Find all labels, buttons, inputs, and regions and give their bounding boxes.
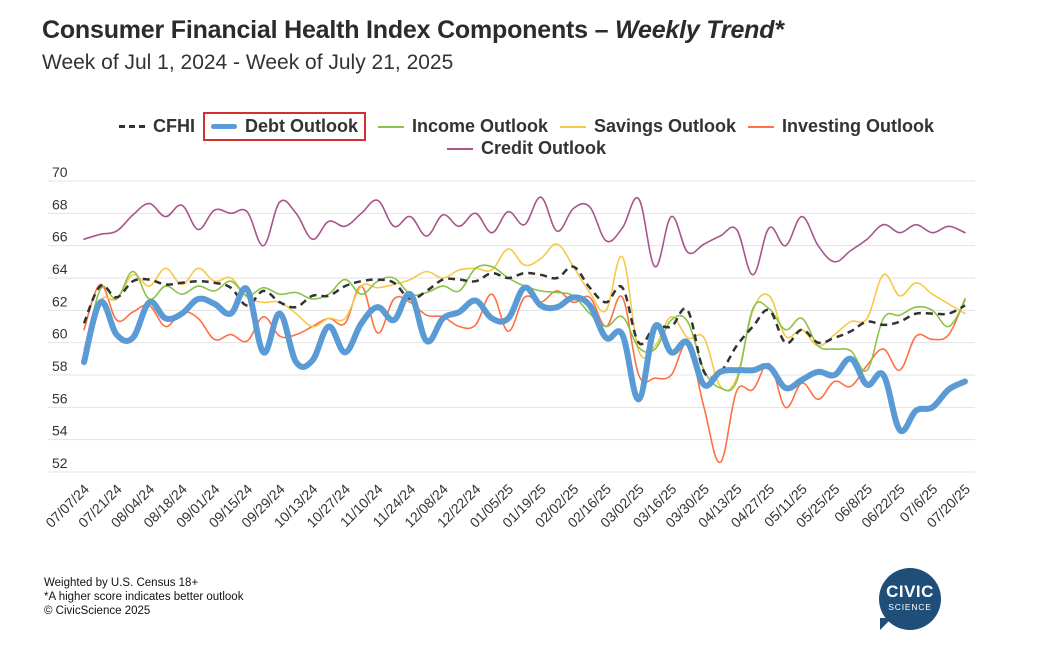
legend-swatch-income-outlook	[377, 125, 404, 128]
legend-swatch-savings-outlook	[559, 125, 586, 128]
legend-label-debt-outlook: Debt Outlook	[244, 116, 358, 136]
y-tick-label: 58	[52, 358, 68, 374]
line-chart: 52 54 56 58 60 62 64 66 68 70 07/07/2407/21/2408/…	[42, 164, 975, 531]
footnote-higher-score: *A higher score indicates better outlook	[44, 591, 244, 603]
series-layer	[81, 196, 968, 464]
legend-swatch-debt-outlook	[210, 124, 237, 129]
legend-swatch-investing-outlook	[748, 125, 775, 128]
legend-label-credit-outlook: Credit Outlook	[481, 138, 606, 158]
chart-subtitle: Week of Jul 1, 2024 - Week of July 21, 2…	[42, 51, 454, 74]
legend-swatch-credit-outlook	[447, 147, 473, 150]
y-tick-label: 62	[52, 293, 68, 309]
legend-label-savings-outlook: Savings Outlook	[593, 116, 737, 136]
legend-label-investing-outlook: Investing Outlook	[782, 116, 935, 136]
logo-text-science: SCIENCE	[888, 602, 932, 612]
y-tick-label: 52	[52, 455, 68, 471]
logo-text-civic: CIVIC	[886, 582, 934, 601]
series-line-cfhi	[82, 265, 966, 380]
legend-item-debt-outlook[interactable]: Debt Outlook	[202, 112, 366, 141]
footnote-weighting: Weighted by U.S. Census 18+	[44, 577, 199, 589]
legend-item-cfhi[interactable]: CFHI	[118, 116, 195, 137]
series-line-debt-outlook	[81, 284, 968, 435]
legend-swatch-cfhi	[118, 125, 145, 128]
footnote-copyright: © CivicScience 2025	[44, 605, 151, 617]
legend-item-investing-outlook[interactable]: Investing Outlook	[748, 116, 934, 137]
y-tick-label: 60	[52, 326, 68, 342]
series-line-credit-outlook	[83, 196, 966, 276]
series-line-investing-outlook	[83, 283, 966, 464]
logo-speech-tail	[880, 618, 892, 630]
y-axis-ticks: 52 54 56 58 60 62 64 66 68 70	[52, 164, 68, 471]
series-line-savings-outlook	[83, 243, 966, 392]
y-tick-label: 56	[52, 390, 68, 406]
legend-row-1: CFHI Debt Outlook Income Outlook Savings…	[0, 112, 1053, 141]
chart-title-italic: Weekly Trend*	[615, 16, 784, 44]
y-tick-label: 66	[52, 229, 68, 245]
y-tick-label: 54	[52, 423, 68, 439]
legend-row-2: Credit Outlook	[0, 138, 1053, 159]
x-axis-ticks: 07/07/2407/21/2408/04/2408/18/2409/01/24…	[42, 481, 973, 531]
y-tick-label: 68	[52, 196, 68, 212]
y-tick-label: 64	[52, 261, 68, 277]
legend-item-credit-outlook[interactable]: Credit Outlook	[447, 138, 606, 159]
legend-item-income-outlook[interactable]: Income Outlook	[377, 116, 548, 137]
y-tick-label: 70	[52, 164, 68, 180]
legend-label-cfhi: CFHI	[152, 116, 195, 136]
legend-item-savings-outlook[interactable]: Savings Outlook	[559, 116, 737, 137]
footnotes: Weighted by U.S. Census 18+ *A higher sc…	[44, 576, 243, 618]
chart-title: Consumer Financial Health Index Componen…	[42, 16, 784, 45]
grid-layer	[48, 180, 975, 473]
chart-title-main: Consumer Financial Health Index Componen…	[42, 16, 616, 44]
legend-label-income-outlook: Income Outlook	[411, 116, 548, 136]
